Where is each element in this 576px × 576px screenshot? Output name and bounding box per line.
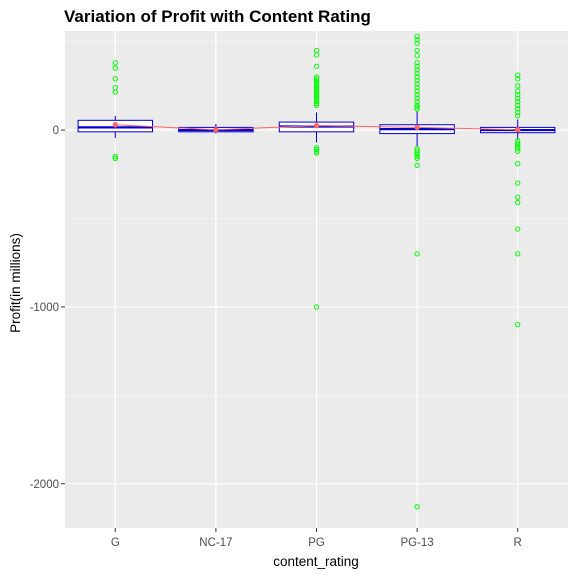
x-tick-label: NC-17: [199, 537, 232, 549]
mean-point: [113, 123, 117, 127]
x-tick-label: PG-13: [400, 537, 433, 549]
x-tick-label: R: [514, 537, 522, 549]
y-tick-label: -1000: [30, 302, 59, 314]
y-axis-title: Profit(in millions): [8, 233, 23, 333]
x-axis-ticks: G NC-17 PG PG-13 R: [111, 528, 522, 549]
chart-title: Variation of Profit with Content Rating: [64, 7, 371, 26]
mean-point: [415, 125, 419, 129]
x-tick-label: PG: [308, 537, 325, 549]
y-axis-ticks: -2000 -1000 0: [30, 125, 65, 491]
x-tick-label: G: [111, 537, 120, 549]
y-tick-label: -2000: [30, 479, 59, 491]
mean-point: [516, 127, 520, 131]
mean-point: [314, 123, 318, 127]
y-tick-label: 0: [53, 125, 59, 137]
mean-point: [214, 127, 218, 131]
x-axis-title: content_rating: [273, 554, 359, 569]
